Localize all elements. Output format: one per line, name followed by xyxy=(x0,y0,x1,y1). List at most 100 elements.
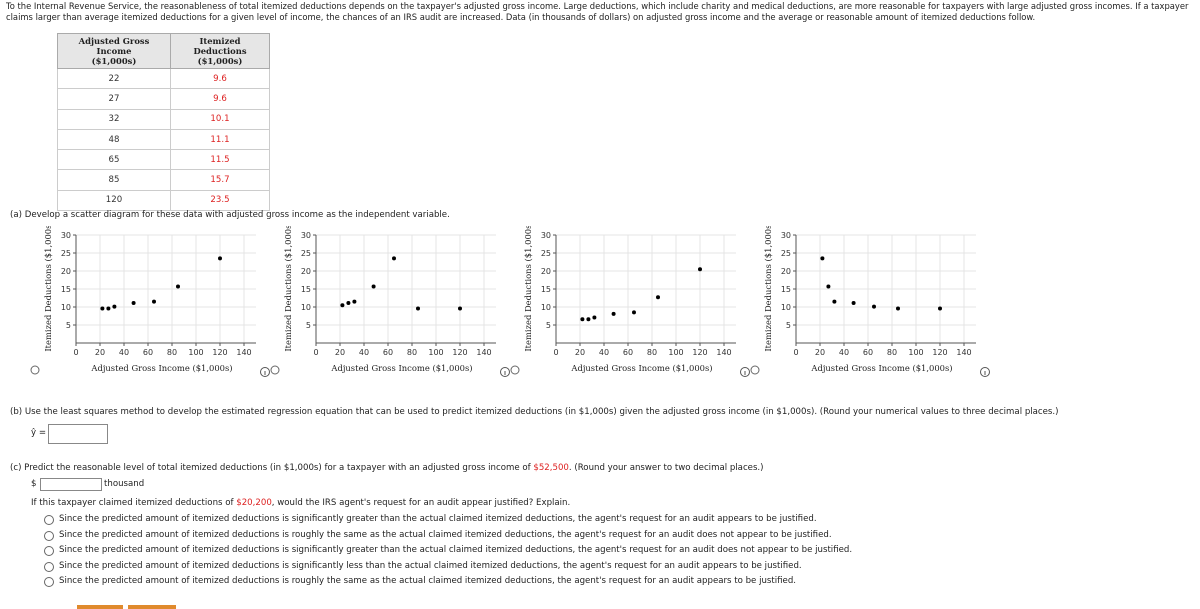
x-axis-label: Adjusted Gross Income ($1,000s) xyxy=(330,363,472,373)
option-text: Since the predicted amount of itemized d… xyxy=(59,560,802,571)
x-tick-label: 0 xyxy=(73,348,78,357)
radio[interactable] xyxy=(44,577,54,588)
x-tick-label: 0 xyxy=(553,348,558,357)
y-tick-label: 20 xyxy=(541,267,551,276)
radio[interactable] xyxy=(44,546,54,557)
point xyxy=(851,301,856,306)
x-tick-label: 20 xyxy=(815,348,825,357)
table-cell: 22 xyxy=(57,67,171,90)
y-axis-label: Itemized Deductions ($1,000s) xyxy=(523,226,533,352)
x-tick-label: 80 xyxy=(647,348,657,357)
equation-input[interactable] xyxy=(48,424,108,444)
x-tick-label: 0 xyxy=(793,348,798,357)
point xyxy=(106,306,111,311)
x-axis-label: Adjusted Gross Income ($1,000s) xyxy=(810,363,952,373)
y-tick-label: 25 xyxy=(781,249,791,258)
header-unit: ($1,000s) xyxy=(91,56,137,66)
table-cell: 65 xyxy=(57,149,171,171)
radio[interactable] xyxy=(44,561,54,572)
y-tick-label: 20 xyxy=(301,267,311,276)
y-tick-label: 5 xyxy=(546,321,551,330)
x-tick-label: 140 xyxy=(476,348,491,357)
x-tick-label: 120 xyxy=(932,348,947,357)
table-cell: 48 xyxy=(57,128,171,151)
point xyxy=(352,299,357,304)
x-tick-label: 140 xyxy=(236,348,251,357)
y-tick-label: 30 xyxy=(61,231,71,240)
x-tick-label: 100 xyxy=(908,348,923,357)
table-cell: 11.5 xyxy=(170,149,270,171)
y-tick-label: 20 xyxy=(781,267,791,276)
y-tick-label: 15 xyxy=(781,285,791,294)
point xyxy=(458,306,462,311)
y-tick-label: 25 xyxy=(301,249,311,258)
table-row: 22 9.6 xyxy=(57,67,270,90)
table-cell: 15.7 xyxy=(170,169,270,191)
y-tick-label: 30 xyxy=(301,231,311,240)
part-c-prompt: (c) Predict the reasonable level of tota… xyxy=(10,463,764,473)
point xyxy=(131,301,136,306)
point xyxy=(346,301,351,306)
point xyxy=(632,310,636,315)
x-tick-label: 0 xyxy=(313,348,318,357)
prediction-input[interactable] xyxy=(40,478,102,491)
radio[interactable] xyxy=(44,515,54,525)
table-row: 27 9.6 xyxy=(57,88,270,110)
x-tick-label: 40 xyxy=(359,348,369,357)
y-tick-label: 30 xyxy=(541,231,551,240)
table-cell: 27 xyxy=(57,88,171,110)
scatter-chart: 5 10 15 20 25 30 0 20 40 60 80 100 120 140 Adjusted Gr… xyxy=(510,226,750,377)
point xyxy=(938,306,942,311)
table-row: 48 11.1 xyxy=(57,128,270,151)
radio[interactable] xyxy=(44,530,54,541)
radio[interactable] xyxy=(30,365,40,375)
y-axis-label: Itemized Deductions ($1,000s) xyxy=(43,226,53,352)
point xyxy=(820,256,825,261)
x-tick-label: 20 xyxy=(95,348,105,357)
x-tick-label: 140 xyxy=(716,348,731,357)
table-cell: 120 xyxy=(57,189,171,212)
point xyxy=(611,311,616,316)
x-tick-label: 80 xyxy=(887,348,897,357)
y-tick-label: 30 xyxy=(781,231,791,240)
scatter-chart: 5 10 15 20 25 30 0 20 40 60 80 100 120 140 Adjusted Gr… xyxy=(270,226,510,377)
header-cell: Adjusted Gross Income ($1,000s) xyxy=(57,33,171,69)
point xyxy=(218,256,222,261)
x-tick-label: 60 xyxy=(863,348,873,357)
x-tick-label: 80 xyxy=(407,348,417,357)
intro: To the Internal Revenue Service, the rea… xyxy=(6,1,1189,22)
table-row: 85 15.7 xyxy=(57,169,270,191)
x-tick-label: 60 xyxy=(623,348,633,357)
y-tick-label: 5 xyxy=(786,321,791,330)
header: Itemized Deductions xyxy=(193,36,247,56)
table-cell: 11.1 xyxy=(170,128,270,151)
button[interactable] xyxy=(77,605,123,609)
point xyxy=(371,284,376,289)
x-tick-label: 40 xyxy=(839,348,849,357)
button[interactable] xyxy=(128,605,176,609)
radio[interactable] xyxy=(510,365,520,375)
point xyxy=(586,317,591,322)
y-tick-label: 10 xyxy=(61,303,71,312)
unit: thousand xyxy=(104,479,145,489)
table-row: 65 11.5 xyxy=(57,149,270,171)
text: (c) Predict the reasonable level of tota… xyxy=(10,463,534,473)
option-text: Since the predicted amount of itemized d… xyxy=(59,545,853,556)
equation-label: ŷ = xyxy=(31,428,47,438)
point xyxy=(580,317,585,322)
x-tick-label: 100 xyxy=(188,348,203,357)
radio[interactable] xyxy=(750,365,760,375)
y-axis-label: Itemized Deductions ($1,000s) xyxy=(283,226,293,352)
y-tick-label: 20 xyxy=(61,267,71,276)
radio[interactable] xyxy=(270,365,280,375)
point xyxy=(152,299,156,304)
table-cell: 23.5 xyxy=(170,189,270,212)
scatter-chart: 5 10 15 20 25 30 0 20 40 60 80 100 120 140 Adjusted Gr… xyxy=(30,226,270,377)
text: If this taxpayer claimed itemized deduct… xyxy=(31,498,237,508)
point xyxy=(896,306,900,311)
option-text: Since the predicted amount of itemized d… xyxy=(59,529,832,540)
y-tick-label: 10 xyxy=(781,303,791,312)
scatter-chart: 5 10 15 20 25 30 0 20 40 60 80 100 120 140 Adjusted Gr… xyxy=(750,226,990,377)
y-tick-label: 10 xyxy=(541,303,551,312)
